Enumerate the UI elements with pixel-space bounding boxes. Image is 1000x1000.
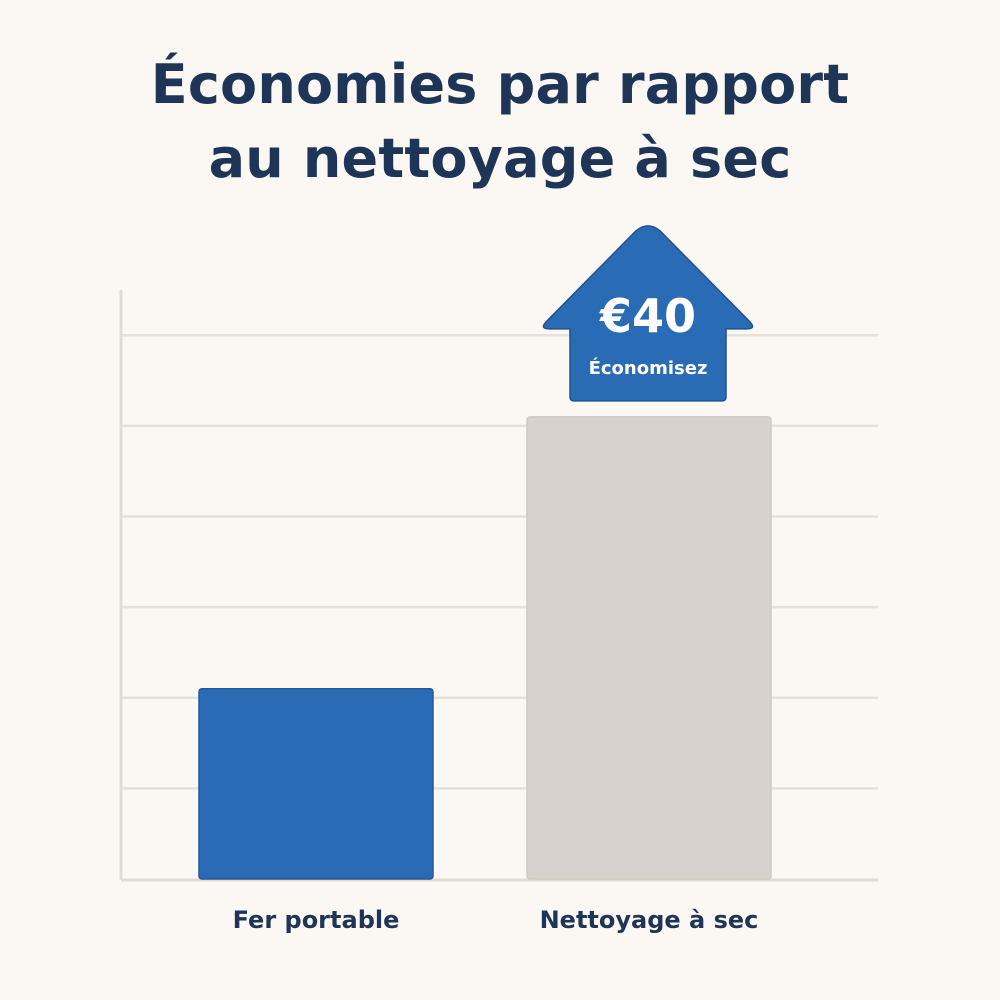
axes xyxy=(119,290,878,882)
savings-badge: €40 Économisez xyxy=(542,225,754,402)
savings-label: Économisez xyxy=(589,357,708,379)
bars xyxy=(198,416,772,880)
x-tick-label: Nettoyage à sec xyxy=(540,906,759,934)
chart-title-line-1: Économies par rapport xyxy=(150,53,850,116)
bar-nettoyage-a-sec xyxy=(526,416,772,880)
category-labels: Fer portable Nettoyage à sec xyxy=(233,906,759,934)
chart-title: Économies par rapport au nettoyage à sec xyxy=(40,48,960,196)
bar-fer-portable xyxy=(198,687,434,880)
chart-title-line-2: au nettoyage à sec xyxy=(208,127,792,190)
arrow-badge-shape xyxy=(542,225,754,402)
savings-value: €40 xyxy=(599,289,696,343)
x-tick-label: Fer portable xyxy=(233,906,400,934)
